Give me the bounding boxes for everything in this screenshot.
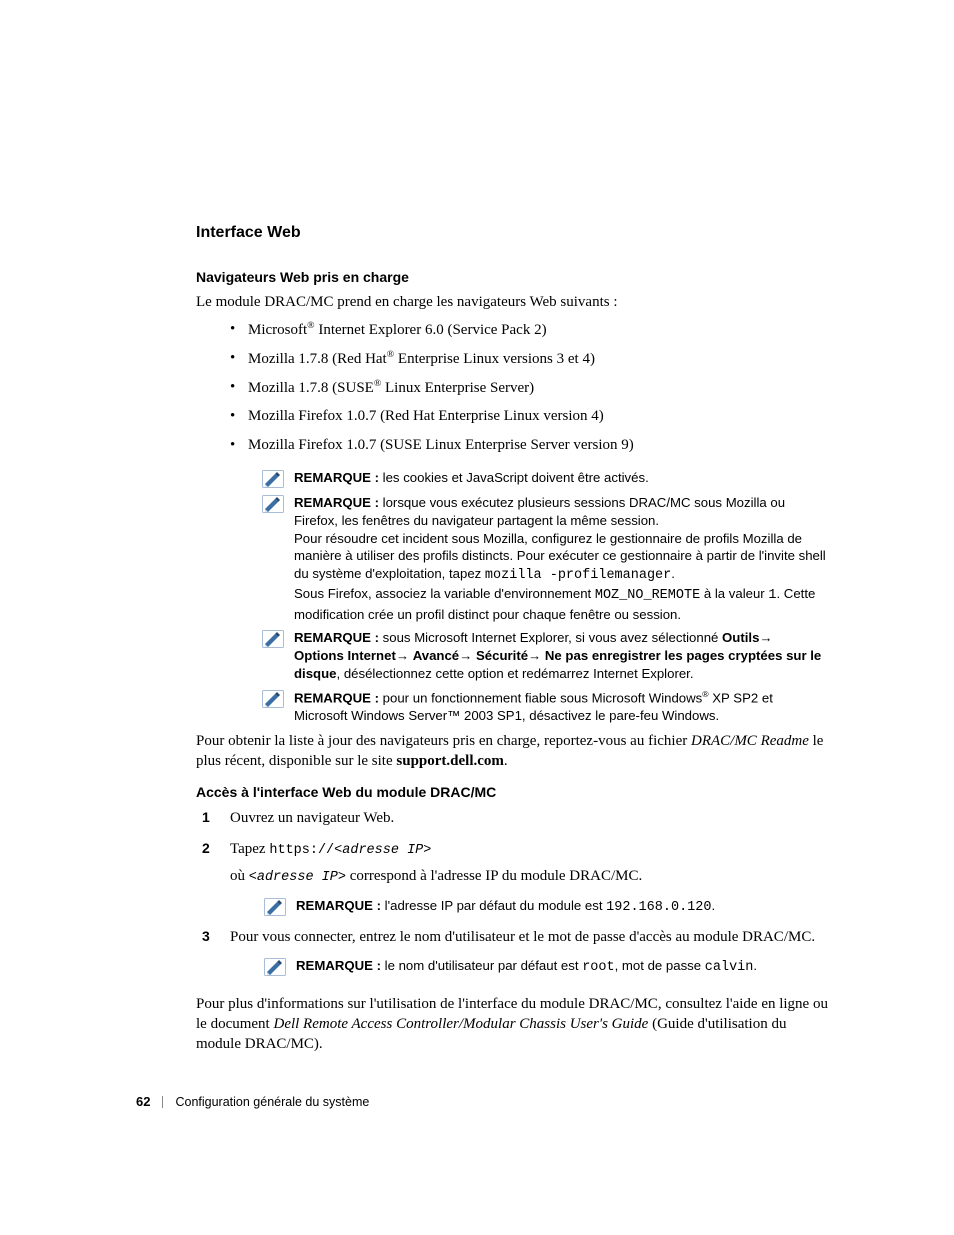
text: où: [230, 868, 249, 884]
step-item: Ouvrez un navigateur Web.: [196, 808, 834, 838]
text: sous Microsoft Internet Explorer, si vou…: [383, 630, 722, 645]
text: pour un fonctionnement fiable sous Micro…: [383, 690, 703, 705]
text: Pour obtenir la liste à jour des navigat…: [196, 733, 691, 749]
menu-path: Sécurité: [476, 648, 528, 663]
doc-title-italic: Dell Remote Access Controller/Modular Ch…: [273, 1016, 648, 1032]
text: à la valeur: [700, 586, 768, 601]
step-item: Tapez https://<adresse IP> où <adresse I…: [196, 839, 834, 928]
steps-list: Ouvrez un navigateur Web. Tapez https://…: [196, 808, 834, 987]
note-label: REMARQUE :: [296, 958, 381, 973]
note-icon: [262, 470, 284, 488]
text: Mozilla 1.7.8 (SUSE: [248, 380, 374, 396]
code-placeholder: <adresse IP>: [249, 870, 346, 885]
text: .: [671, 566, 675, 581]
page-footer: 62 Configuration générale du système: [136, 1093, 369, 1111]
code-text: calvin: [705, 960, 754, 975]
text: Ouvrez un navigateur Web.: [230, 810, 394, 826]
text: le nom d'utilisateur par défaut est: [385, 958, 583, 973]
text: Mozilla 1.7.8 (Red Hat: [248, 351, 387, 367]
arrow-icon: →: [396, 648, 413, 663]
browser-list: Microsoft® Internet Explorer 6.0 (Servic…: [196, 319, 834, 463]
access-heading: Accès à l'interface Web du module DRAC/M…: [196, 783, 834, 802]
note-block: REMARQUE : sous Microsoft Internet Explo…: [262, 629, 834, 682]
text: Enterprise Linux versions 3 et 4): [394, 351, 595, 367]
browsers-heading: Navigateurs Web pris en charge: [196, 268, 834, 287]
code-placeholder: <adresse IP>: [334, 843, 431, 858]
code-text: https://: [269, 843, 334, 858]
note-label: REMARQUE :: [294, 470, 379, 485]
text: Tapez: [230, 841, 269, 857]
intro-paragraph: Le module DRAC/MC prend en charge les na…: [196, 292, 834, 312]
note-block: REMARQUE : lorsque vous exécutez plusieu…: [262, 494, 834, 624]
list-item: Microsoft® Internet Explorer 6.0 (Servic…: [230, 319, 834, 348]
document-page: Interface Web Navigateurs Web pris en ch…: [0, 0, 954, 1235]
text: Pour vous connecter, entrez le nom d'uti…: [230, 929, 815, 945]
note-label: REMARQUE :: [294, 690, 379, 705]
note-text: REMARQUE : sous Microsoft Internet Explo…: [294, 629, 826, 682]
note-block: REMARQUE : l'adresse IP par défaut du mo…: [264, 897, 834, 917]
step-subtext: où <adresse IP> correspond à l'adresse I…: [230, 866, 834, 887]
text: .: [753, 958, 757, 973]
note-label: REMARQUE :: [294, 495, 379, 510]
note-block: REMARQUE : le nom d'utilisateur par défa…: [264, 957, 834, 977]
list-item: Mozilla Firefox 1.0.7 (SUSE Linux Enterp…: [230, 435, 834, 463]
arrow-icon: →: [759, 630, 772, 645]
note-text: REMARQUE : l'adresse IP par défaut du mo…: [296, 897, 834, 917]
text: Internet Explorer 6.0 (Service Pack 2): [315, 322, 547, 338]
text: Microsoft: [248, 322, 307, 338]
arrow-icon: →: [459, 648, 476, 663]
code-text: MOZ_NO_REMOTE: [595, 588, 700, 603]
note-text: REMARQUE : pour un fonctionnement fiable…: [294, 689, 826, 725]
note-icon: [262, 690, 284, 708]
note-icon: [262, 630, 284, 648]
paragraph: Pour obtenir la liste à jour des navigat…: [196, 731, 834, 772]
list-item: Mozilla 1.7.8 (SUSE® Linux Enterprise Se…: [230, 377, 834, 406]
footer-divider: [162, 1096, 163, 1108]
list-item: Mozilla 1.7.8 (Red Hat® Enterprise Linux…: [230, 348, 834, 377]
paragraph: Pour plus d'informations sur l'utilisati…: [196, 994, 834, 1055]
note-text: REMARQUE : les cookies et JavaScript doi…: [294, 469, 826, 487]
menu-path: Avancé: [413, 648, 459, 663]
footer-section-title: Configuration générale du système: [175, 1094, 369, 1111]
code-text: mozilla -profilemanager: [485, 568, 671, 583]
menu-path: Outils: [722, 630, 759, 645]
text: l'adresse IP par défaut du module est: [385, 898, 606, 913]
arrow-icon: →: [528, 648, 545, 663]
note-icon: [262, 495, 284, 513]
text: , mot de passe: [615, 958, 705, 973]
text: correspond à l'adresse IP du module DRAC…: [346, 868, 642, 884]
section-heading: Interface Web: [196, 222, 834, 244]
note-text: REMARQUE : lorsque vous exécutez plusieu…: [294, 494, 826, 624]
note-text: REMARQUE : le nom d'utilisateur par défa…: [296, 957, 834, 977]
text: , désélectionnez cette option et redémar…: [337, 666, 694, 681]
list-item: Mozilla Firefox 1.0.7 (Red Hat Enterpris…: [230, 406, 834, 434]
note-label: REMARQUE :: [296, 898, 381, 913]
menu-path: Options Internet: [294, 648, 396, 663]
page-number: 62: [136, 1093, 150, 1111]
doc-title-italic: DRAC/MC Readme: [691, 733, 809, 749]
code-text: 192.168.0.120: [606, 900, 711, 915]
note-label: REMARQUE :: [294, 630, 379, 645]
code-text: root: [582, 960, 614, 975]
note-icon: [264, 958, 286, 976]
registered-mark: ®: [307, 320, 314, 331]
note-block: REMARQUE : pour un fonctionnement fiable…: [262, 689, 834, 725]
text: Linux Enterprise Server): [381, 380, 534, 396]
text: .: [504, 753, 508, 769]
note-block: REMARQUE : les cookies et JavaScript doi…: [262, 469, 834, 488]
url-bold: support.dell.com: [396, 753, 504, 769]
step-item: Pour vous connecter, entrez le nom d'uti…: [196, 927, 834, 987]
text: les cookies et JavaScript doivent être a…: [383, 470, 649, 485]
text: Sous Firefox, associez la variable d'env…: [294, 586, 595, 601]
text: .: [711, 898, 715, 913]
note-icon: [264, 898, 286, 916]
